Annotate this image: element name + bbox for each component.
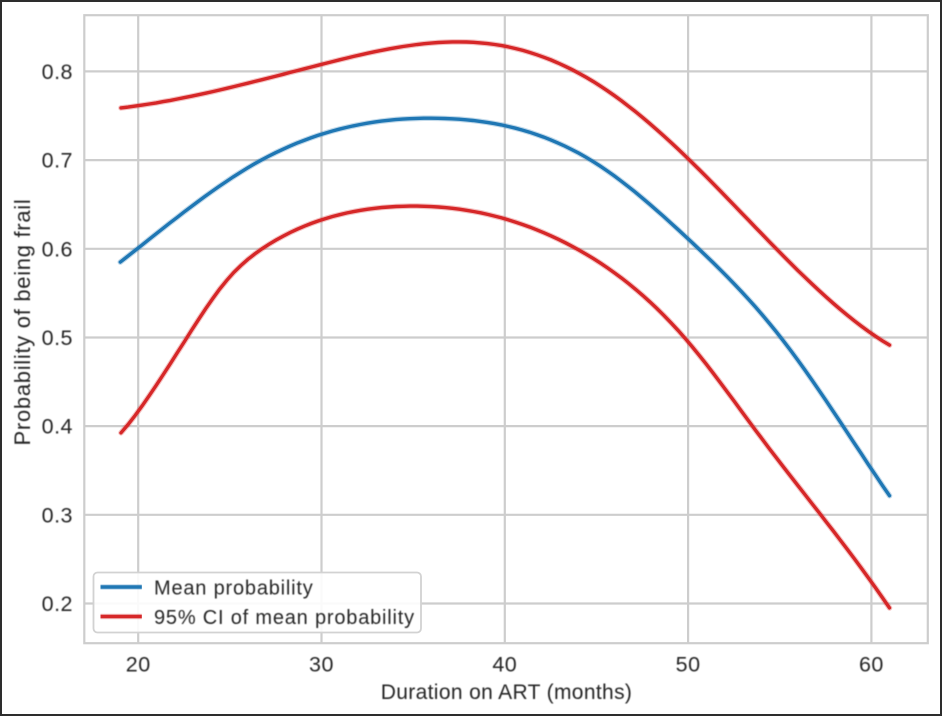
svg-text:0.2: 0.2: [42, 592, 73, 616]
svg-text:0.7: 0.7: [42, 149, 73, 173]
svg-text:Mean probability: Mean probability: [154, 577, 314, 599]
svg-text:0.4: 0.4: [42, 415, 73, 439]
svg-text:30: 30: [309, 653, 334, 677]
svg-text:40: 40: [492, 653, 517, 677]
svg-text:0.3: 0.3: [42, 503, 73, 527]
svg-text:20: 20: [126, 653, 151, 677]
svg-text:0.5: 0.5: [42, 326, 73, 350]
svg-text:Probability of being frail: Probability of being frail: [10, 199, 35, 446]
svg-text:95% CI of mean probability: 95% CI of mean probability: [154, 607, 415, 629]
svg-text:0.8: 0.8: [42, 60, 73, 84]
svg-text:0.6: 0.6: [42, 237, 73, 261]
svg-text:Duration on ART (months): Duration on ART (months): [381, 681, 633, 704]
svg-text:60: 60: [859, 653, 884, 677]
svg-text:50: 50: [676, 653, 701, 677]
